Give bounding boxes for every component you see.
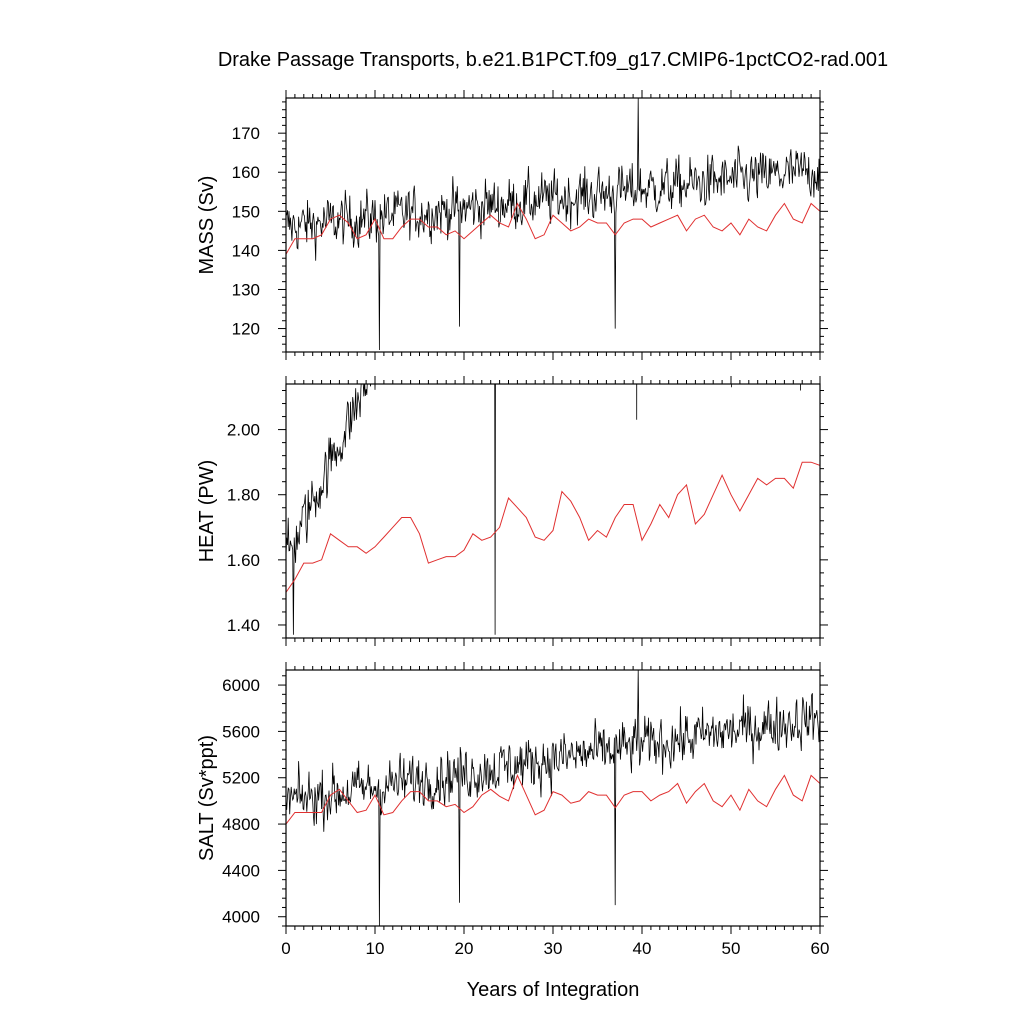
y-tick-label: 4000	[222, 908, 260, 927]
y-tick-label: 1.40	[227, 616, 260, 635]
x-tick-label: 60	[811, 939, 830, 958]
y-tick-label: 2.00	[227, 421, 260, 440]
y-tick-label: 1.80	[227, 486, 260, 505]
annual-mean-line	[286, 202, 820, 255]
y-tick-label: 4400	[222, 861, 260, 880]
monthly-series-line	[286, 384, 801, 635]
x-tick-label: 20	[455, 939, 474, 958]
y-tick-label: 6000	[222, 676, 260, 695]
plot-frame	[285, 97, 821, 353]
y-tick-label: 4800	[222, 815, 260, 834]
y-tick-label: 5200	[222, 769, 260, 788]
y-tick-label: 1.60	[227, 551, 260, 570]
chart-panels: 120 130 140 150 160 170 MASS (Sv) 1.40 1.60 1.80 2…	[196, 90, 829, 958]
annual-mean-line	[286, 774, 820, 825]
y-axis-label: HEAT (PW)	[196, 460, 218, 563]
x-tick-label: 10	[366, 939, 385, 958]
y-tick-label: 150	[232, 202, 260, 221]
y-tick-label: 140	[232, 241, 260, 260]
y-tick-label: 130	[232, 280, 260, 299]
chart-title: Drake Passage Transports, b.e21.B1PCT.f0…	[218, 49, 888, 71]
x-tick-label: 30	[544, 939, 563, 958]
plot-frame	[285, 669, 821, 927]
annual-mean-line	[286, 461, 820, 593]
panel-2: 1.40 1.60 1.80 2.00 HEAT (PW)	[196, 376, 828, 646]
y-tick-label: 170	[232, 124, 260, 143]
x-tick-label: 40	[633, 939, 652, 958]
x-axis-label: Years of Integration	[467, 979, 640, 1001]
panel-1: 120 130 140 150 160 170 MASS (Sv)	[196, 90, 828, 360]
monthly-series-line	[286, 670, 820, 926]
y-tick-label: 160	[232, 163, 260, 182]
y-tick-label: 120	[232, 320, 260, 339]
y-axis-label: MASS (Sv)	[196, 176, 218, 275]
y-axis-label: SALT (Sv*ppt)	[196, 735, 218, 861]
x-tick-label: 0	[281, 939, 290, 958]
y-tick-label: 5600	[222, 722, 260, 741]
monthly-series-line	[286, 98, 820, 351]
x-tick-label: 50	[722, 939, 741, 958]
panel-3: 0 10 20 30 40 50 60 4000 4400 4800 5200 5600 6000 SAL…	[196, 662, 829, 958]
